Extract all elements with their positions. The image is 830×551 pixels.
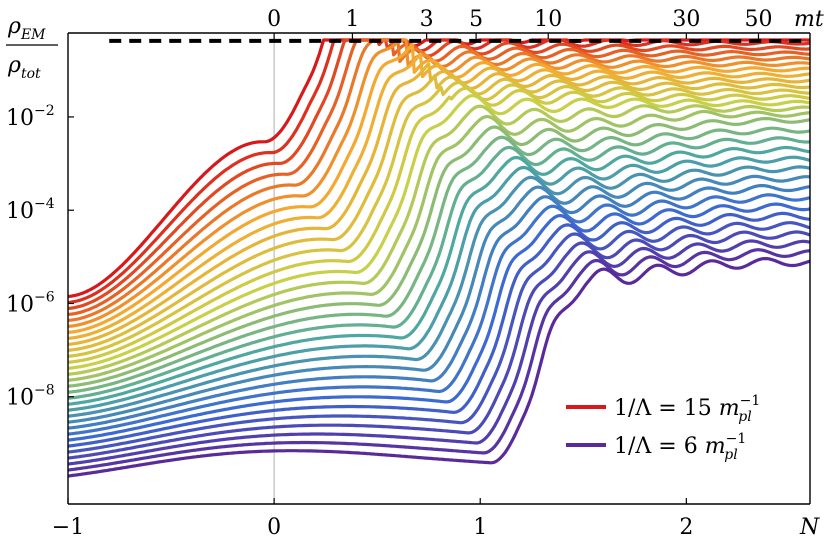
series-line-30 bbox=[68, 248, 810, 472]
series-line-13 bbox=[68, 94, 810, 370]
y-label-numerator: ρEM bbox=[7, 14, 46, 43]
series-line-9 bbox=[68, 62, 810, 346]
legend-label-1: 1/Λ = 6 m−1 pl bbox=[614, 431, 746, 463]
top-tick-label-0: 0 bbox=[267, 7, 281, 32]
series-line-25 bbox=[68, 202, 810, 442]
series-line-3 bbox=[68, 38, 810, 310]
top-tick-label-5: 30 bbox=[672, 7, 700, 32]
y-tick-label-3: 10−8 bbox=[6, 383, 55, 411]
top-axis-label: mt bbox=[794, 7, 824, 32]
series-line-8 bbox=[68, 52, 810, 340]
series-line-18 bbox=[68, 136, 810, 400]
series-line-20 bbox=[68, 155, 810, 412]
top-tick-label-2: 3 bbox=[420, 7, 434, 32]
top-tick-label-1: 1 bbox=[345, 7, 359, 32]
y-tick-label-1: 10−4 bbox=[6, 196, 55, 224]
series-line-14 bbox=[68, 104, 810, 376]
series-layer bbox=[68, 38, 810, 478]
y-tick-label-2: 10−6 bbox=[6, 289, 55, 317]
top-tick-label-6: 50 bbox=[744, 7, 772, 32]
series-line-17 bbox=[68, 126, 810, 394]
series-line-12 bbox=[68, 86, 810, 364]
series-line-10 bbox=[68, 73, 810, 352]
series-line-15 bbox=[68, 109, 810, 382]
series-line-24 bbox=[68, 193, 810, 436]
series-line-28 bbox=[68, 230, 810, 460]
y-axis-label: ρEM ρtot bbox=[6, 14, 58, 82]
series-line-4 bbox=[68, 38, 810, 316]
series-line-29 bbox=[68, 239, 810, 466]
x-tick-label-0: −1 bbox=[52, 515, 84, 540]
legend-label-0: 1/Λ = 15 m−1 pl bbox=[614, 393, 760, 425]
series-line-11 bbox=[68, 80, 810, 358]
top-tick-label-3: 5 bbox=[469, 7, 483, 32]
series-line-21 bbox=[68, 165, 810, 418]
legend: 1/Λ = 15 m−1 pl 1/Λ = 6 m−1 pl bbox=[566, 393, 760, 463]
series-line-31 bbox=[68, 257, 810, 478]
series-line-27 bbox=[68, 221, 810, 454]
series-line-23 bbox=[68, 184, 810, 430]
x-tick-label-3: 2 bbox=[679, 515, 693, 540]
series-line-16 bbox=[68, 116, 810, 388]
x-axis-label: N bbox=[799, 515, 820, 540]
x-tick-label-2: 1 bbox=[473, 515, 487, 540]
top-tick-label-4: 10 bbox=[534, 7, 562, 32]
series-line-19 bbox=[68, 145, 810, 406]
y-tick-label-0: 10−2 bbox=[6, 103, 55, 131]
ticks-layer: −1 0 1 2 0 1 3 5 10 30 50 10−2 10−4 10−6 10−8 bbox=[6, 7, 772, 540]
series-line-26 bbox=[68, 211, 810, 448]
x-tick-label-1: 0 bbox=[267, 515, 281, 540]
y-label-denominator: ρtot bbox=[7, 53, 41, 82]
series-line-22 bbox=[68, 174, 810, 424]
